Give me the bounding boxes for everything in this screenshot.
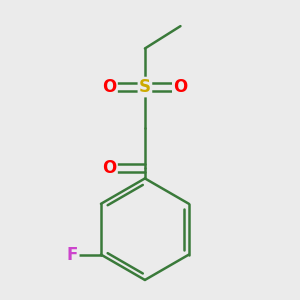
Text: O: O <box>102 78 116 96</box>
Text: O: O <box>102 159 116 177</box>
Text: F: F <box>67 246 78 264</box>
Text: S: S <box>139 78 151 96</box>
Text: O: O <box>173 78 188 96</box>
